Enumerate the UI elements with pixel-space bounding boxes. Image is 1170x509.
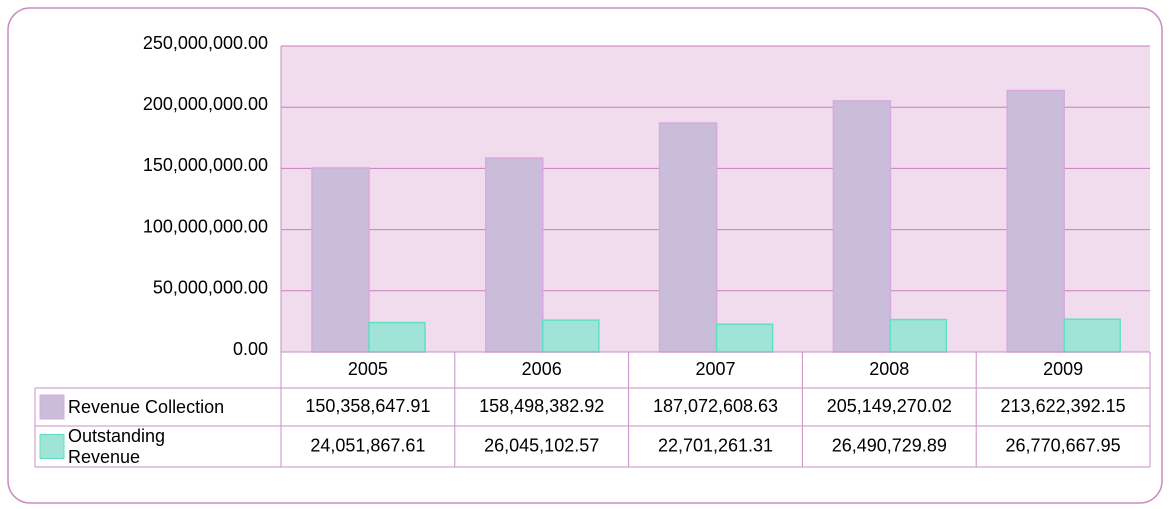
x-tick-label: 2006: [522, 359, 562, 379]
y-tick-label: 250,000,000.00: [143, 33, 268, 53]
y-tick-label: 200,000,000.00: [143, 94, 268, 114]
data-table-value: 205,149,270.02: [827, 396, 952, 416]
data-table-value: 26,490,729.89: [832, 435, 947, 455]
x-tick-label: 2005: [348, 359, 388, 379]
bar: [368, 321, 426, 353]
legend-label: Revenue Collection: [68, 396, 225, 417]
data-table-value: 26,770,667.95: [1006, 435, 1121, 455]
bar: [311, 167, 370, 353]
x-tick-label: 2008: [869, 359, 909, 379]
legend-swatch: [39, 394, 65, 420]
legend-swatch: [39, 434, 65, 459]
legend-label: Outstanding Revenue: [68, 426, 166, 467]
y-tick-label: 150,000,000.00: [143, 155, 268, 175]
bar: [832, 100, 892, 353]
data-table-value: 150,358,647.91: [305, 396, 430, 416]
bar: [1006, 89, 1065, 353]
data-table-value: 187,072,608.63: [653, 396, 778, 416]
data-table-value: 26,045,102.57: [484, 435, 599, 455]
data-table-value: 24,051,867.61: [310, 435, 425, 455]
legend-label-box: Revenue Collection: [68, 396, 225, 417]
data-table-value: 22,701,261.31: [658, 435, 773, 455]
x-tick-label: 2007: [695, 359, 735, 379]
bar: [1063, 318, 1121, 353]
y-tick-label: 100,000,000.00: [143, 216, 268, 236]
x-tick-label: 2009: [1043, 359, 1083, 379]
bar: [658, 122, 718, 353]
data-table-value: 213,622,392.15: [1001, 396, 1126, 416]
legend-label-box: Outstanding Revenue: [68, 426, 166, 467]
bar: [889, 318, 948, 353]
data-table-value: 158,498,382.92: [479, 396, 604, 416]
bar: [485, 157, 544, 353]
bar: [542, 319, 600, 353]
y-tick-label: 0.00: [233, 339, 268, 359]
bar: [715, 323, 774, 353]
y-tick-label: 50,000,000.00: [153, 278, 268, 298]
